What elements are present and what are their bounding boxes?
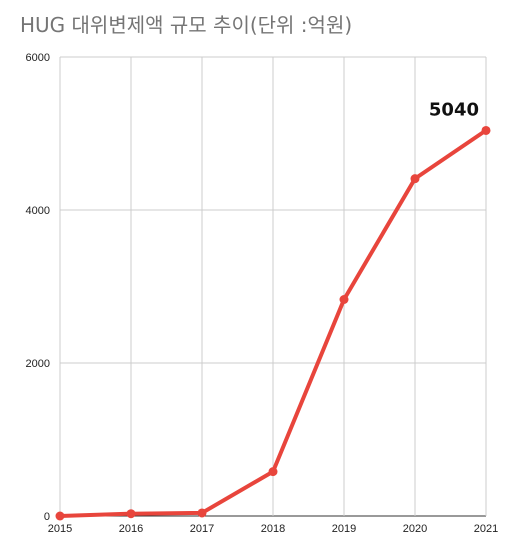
y-tick-label: 2000 [26, 358, 50, 370]
x-tick-label: 2016 [119, 523, 143, 535]
x-tick-label: 2018 [261, 523, 285, 535]
y-tick-label: 6000 [26, 52, 50, 64]
data-point-2019 [339, 295, 349, 305]
data-label-2021: 5040 [429, 99, 479, 120]
x-tick-label: 2017 [190, 523, 214, 535]
x-tick-label: 2015 [48, 523, 72, 535]
data-point-2017 [197, 508, 207, 518]
gridlines [59, 56, 487, 517]
data-point-2015 [55, 511, 65, 521]
x-tick-label: 2020 [403, 523, 427, 535]
data-point-2018 [268, 467, 278, 477]
x-tick-label: 2021 [474, 523, 498, 535]
chart-title: HUG 대위변제액 규모 추이(단위 :억원) [20, 13, 353, 37]
data-labels: 5040 [429, 99, 479, 120]
data-point-2021 [481, 125, 491, 135]
y-tick-label: 4000 [26, 205, 50, 217]
axis-ticks: 0 2000 4000 6000 2015 2016 2017 2018 2019 2020 202… [26, 52, 499, 535]
series [55, 125, 491, 521]
y-tick-label: 0 [44, 511, 50, 523]
data-point-2020 [410, 174, 420, 184]
data-point-2016 [126, 509, 136, 519]
x-tick-label: 2019 [332, 523, 356, 535]
